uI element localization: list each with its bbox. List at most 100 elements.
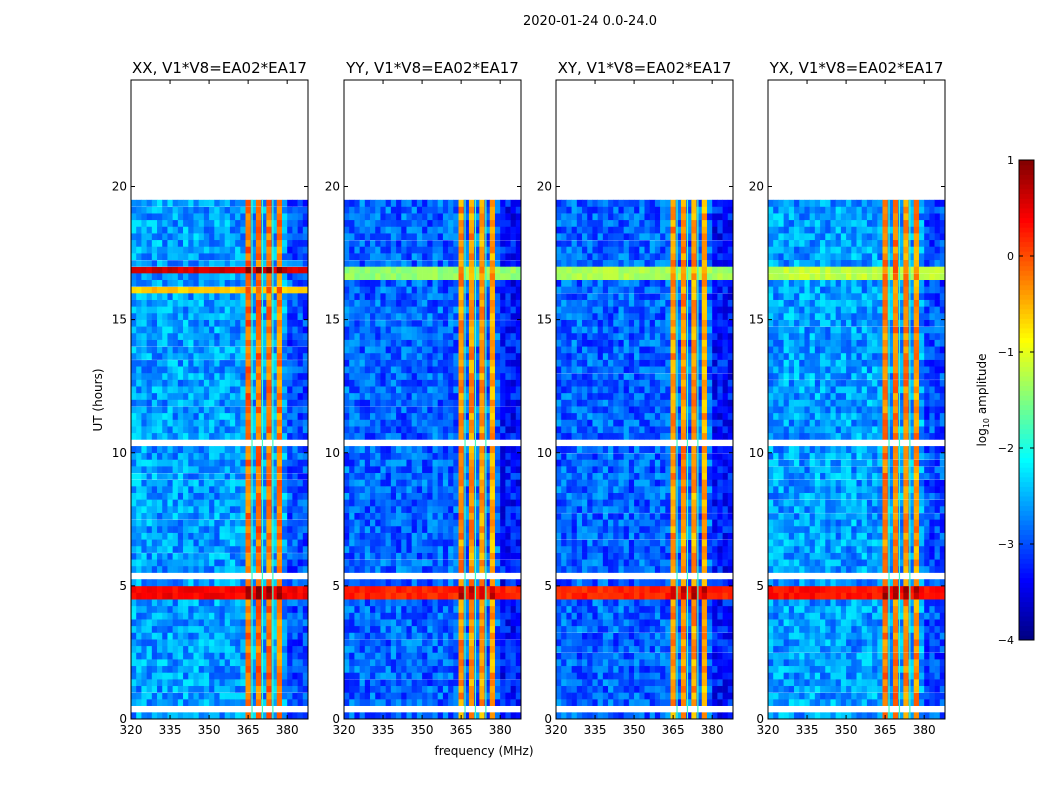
heatmap-cell — [505, 519, 511, 527]
heatmap-cell — [141, 665, 147, 673]
heatmap-cell — [302, 346, 309, 354]
heatmap-cell — [359, 253, 366, 261]
heatmap-cell — [266, 519, 272, 527]
heatmap-cell — [422, 479, 428, 487]
heatmap-cell — [463, 552, 470, 560]
heatmap-cell — [427, 499, 433, 507]
heatmap-cell — [229, 665, 236, 673]
heatmap-cell — [359, 226, 366, 234]
heatmap-cell — [484, 273, 491, 280]
heatmap-cell — [427, 672, 433, 680]
heatmap-cell — [172, 519, 179, 527]
heatmap-cell — [458, 259, 465, 267]
heatmap-cell — [224, 466, 231, 474]
heatmap-cell — [141, 379, 147, 387]
heatmap-cell — [198, 679, 205, 687]
heatmap-cell — [193, 399, 199, 407]
heatmap-cell — [151, 206, 158, 214]
heatmap-cell — [255, 253, 262, 261]
heatmap-cell — [157, 432, 163, 440]
heatmap-cell — [479, 352, 485, 360]
heatmap-cell — [141, 239, 147, 247]
heatmap-cell — [432, 585, 439, 593]
heatmap-cell — [396, 372, 402, 380]
heatmap-cell — [219, 652, 226, 660]
heatmap-cell — [468, 352, 475, 360]
heatmap-cell — [489, 545, 496, 553]
heatmap-cell — [479, 379, 485, 387]
heatmap-cell — [380, 506, 386, 513]
heatmap-cell — [390, 559, 397, 567]
heatmap-cell — [385, 659, 392, 667]
heatmap-cell — [448, 545, 454, 553]
heatmap-cell — [448, 599, 454, 607]
heatmap-cell — [344, 452, 350, 460]
heatmap-cell — [396, 432, 402, 440]
heatmap-cell — [416, 565, 423, 573]
heatmap-cell — [406, 332, 412, 340]
heatmap-cell — [494, 426, 501, 434]
heatmap-cell — [489, 319, 496, 327]
heatmap-cell — [458, 266, 465, 274]
heatmap-cell — [146, 233, 153, 241]
heatmap-cell — [401, 599, 407, 607]
heatmap-cell — [297, 679, 304, 687]
heatmap-cell — [224, 625, 231, 633]
heatmap-cell — [141, 619, 147, 627]
heatmap-cell — [432, 645, 439, 653]
heatmap-cell — [276, 412, 283, 420]
heatmap-cell — [240, 699, 246, 706]
heatmap-cell — [364, 326, 371, 334]
heatmap-cell — [411, 392, 418, 400]
heatmap-cell — [245, 206, 252, 214]
heatmap-cell — [188, 213, 194, 221]
heatmap-cell — [245, 592, 252, 600]
heatmap-cell — [271, 639, 278, 647]
heatmap-cell — [162, 592, 168, 600]
heatmap-cell — [193, 452, 199, 460]
heatmap-cell — [146, 253, 153, 261]
heatmap-cell — [141, 512, 147, 520]
heatmap-cell — [453, 612, 459, 620]
heatmap-cell — [188, 512, 194, 520]
heatmap-cell — [370, 226, 376, 234]
heatmap-cell — [240, 712, 246, 720]
heatmap-cell — [271, 286, 278, 294]
heatmap-cell — [396, 419, 402, 427]
heatmap-cell — [416, 419, 423, 427]
heatmap-cell — [203, 479, 210, 487]
heatmap-cell — [349, 419, 355, 427]
heatmap-cell — [515, 306, 522, 314]
heatmap-cell — [432, 386, 439, 394]
heatmap-cell — [364, 479, 371, 487]
heatmap-cell — [188, 273, 194, 280]
heatmap-cell — [151, 412, 158, 420]
heatmap-cell — [214, 512, 220, 520]
heatmap-cell — [281, 319, 288, 327]
heatmap-cell — [297, 472, 304, 480]
heatmap-cell — [240, 466, 246, 474]
heatmap-cell — [146, 486, 153, 493]
heatmap-cell — [287, 605, 293, 613]
heatmap-cell — [287, 339, 293, 347]
heatmap-cell — [131, 639, 137, 647]
heatmap-cell — [240, 359, 246, 367]
heatmap-cell — [255, 452, 262, 460]
heatmap-cell — [302, 312, 309, 320]
heatmap-cell — [489, 619, 496, 627]
heatmap-cell — [474, 459, 480, 467]
heatmap-cell — [375, 585, 381, 593]
heatmap-cell — [167, 499, 173, 507]
heatmap-cell — [229, 579, 236, 587]
heatmap-cell — [240, 512, 246, 520]
heatmap-cell — [157, 206, 163, 214]
heatmap-cell — [141, 319, 147, 327]
heatmap-cell — [266, 665, 272, 673]
heatmap-cell — [198, 199, 205, 207]
heatmap-cell — [354, 319, 360, 327]
heatmap-cell — [463, 372, 470, 380]
heatmap-cell — [203, 605, 210, 613]
heatmap-cell — [515, 492, 522, 500]
heatmap-cell — [167, 486, 173, 493]
heatmap-cell — [151, 499, 158, 507]
